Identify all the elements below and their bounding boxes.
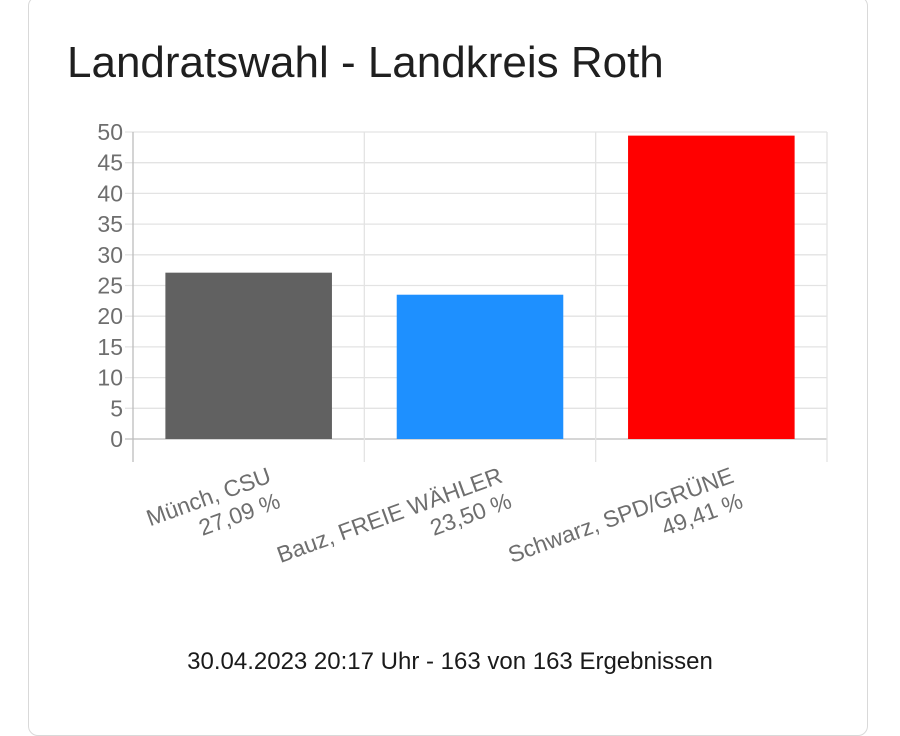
y-tick-label: 5 [110,395,123,421]
y-tick-label: 45 [97,150,123,176]
y-tick-label: 15 [97,334,123,360]
chart-title: Landratswahl - Landkreis Roth [67,38,664,87]
y-tick-label: 35 [97,211,123,237]
y-tick-label: 30 [97,242,123,268]
results-status-text: 30.04.2023 20:17 Uhr - 163 von 163 Ergeb… [187,648,713,675]
y-tick-label: 0 [110,426,123,452]
y-tick-label: 25 [97,273,123,299]
bar [165,272,332,439]
y-tick-label: 50 [97,119,123,145]
y-tick-label: 20 [97,303,123,329]
y-tick-label: 10 [97,365,123,391]
bar [396,294,564,439]
y-tick-label: 40 [97,180,123,206]
bar [628,135,795,439]
